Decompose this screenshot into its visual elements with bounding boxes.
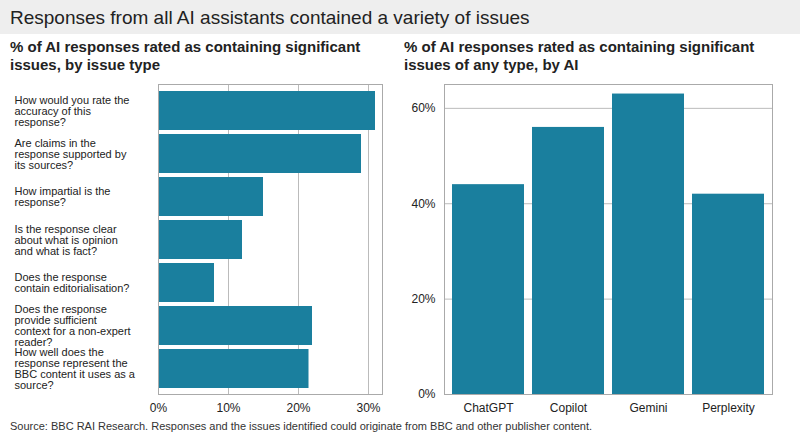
html-text:Responses from all AI assistan: Responses from all AI assistants contain… [10,7,530,28]
svg-text:60%: 60% [411,101,435,115]
svg-text:Does the responsecontain edito: Does the responsecontain editorialisatio… [15,271,130,294]
svg-text:40%: 40% [411,197,435,211]
svg-text:10%: 10% [216,401,240,415]
svg-text:30%: 30% [356,401,380,415]
svg-text:20%: 20% [286,401,310,415]
svg-text:ChatGPT: ChatGPT [463,401,514,415]
svg-text:0%: 0% [150,401,168,415]
svg-text:Is the response clearabout wha: Is the response clearabout what is opini… [15,223,118,257]
svg-text:Copilot: Copilot [550,401,588,415]
html-text:Source: BBC RAI Research. Resp: Source: BBC RAI Research. Responses and … [10,420,593,432]
svg-text:Are claims in theresponse supp: Are claims in theresponse supported byit… [15,137,127,171]
svg-text:20%: 20% [411,292,435,306]
svg-text:How impartial is theresponse?: How impartial is theresponse? [15,185,111,208]
html-text:% of AI responses rated as con: % of AI responses rated as containing si… [10,38,361,73]
svg-text:Does the responseprovide suffi: Does the responseprovide sufficientconte… [15,303,131,348]
svg-text:0%: 0% [418,387,436,401]
svg-text:How would you rate theaccuracy: How would you rate theaccuracy of thisre… [15,94,130,128]
svg-text:Perplexity: Perplexity [702,401,755,415]
html-text:% of AI responses rated as con: % of AI responses rated as containing si… [404,38,755,73]
svg-text:How well does theresponse repr: How well does theresponse represent theB… [15,346,136,391]
svg-text:Gemini: Gemini [629,401,667,415]
